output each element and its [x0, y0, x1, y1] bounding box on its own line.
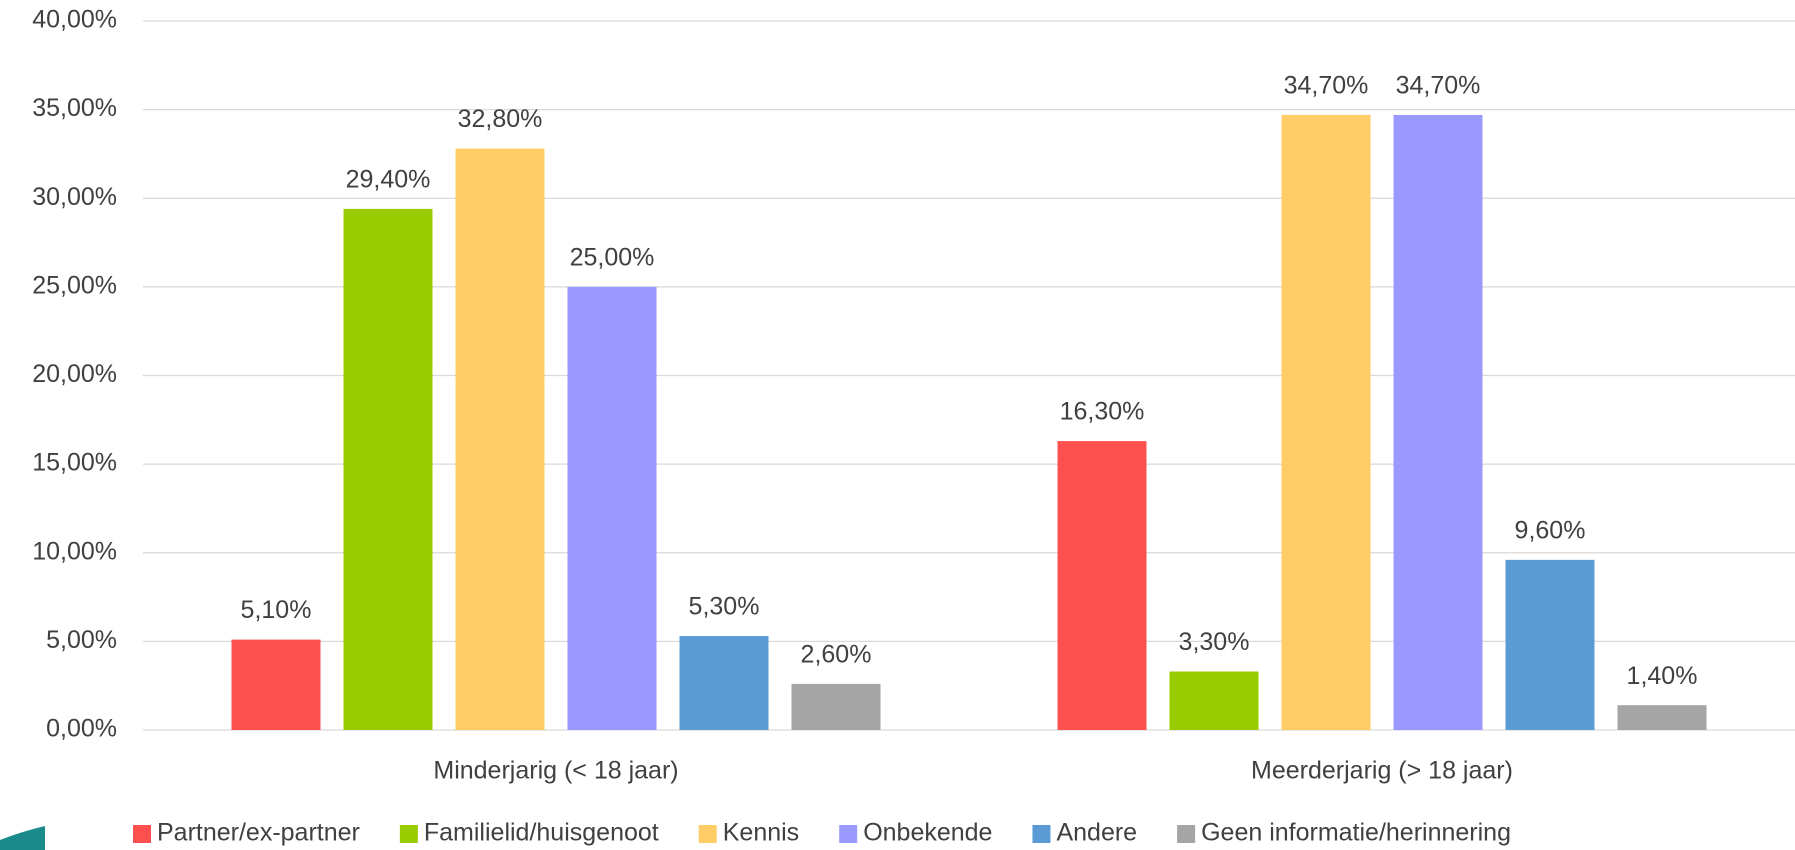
bar	[343, 208, 433, 730]
y-tick-label: 15,00%	[32, 449, 117, 477]
bar	[567, 286, 657, 730]
legend-swatch	[399, 825, 418, 843]
data-label: 32,80%	[458, 105, 543, 133]
bar	[1505, 559, 1595, 730]
legend-swatch	[1032, 825, 1051, 843]
bar	[1281, 114, 1371, 730]
bar	[1617, 705, 1707, 730]
bar	[791, 683, 881, 730]
bar	[455, 148, 545, 730]
x-tick-label: Minderjarig (< 18 jaar)	[433, 757, 678, 785]
data-label: 3,30%	[1179, 628, 1250, 656]
bar	[1169, 671, 1259, 730]
y-tick-label: 0,00%	[46, 715, 117, 743]
bar	[1393, 114, 1483, 730]
bar	[1057, 441, 1147, 730]
legend-swatch	[698, 825, 717, 843]
y-tick-label: 25,00%	[32, 271, 117, 299]
data-label: 2,60%	[801, 641, 872, 669]
y-tick-label: 40,00%	[32, 6, 117, 34]
legend-label: Geen informatie/herinnering	[1201, 819, 1511, 847]
data-label: 29,40%	[346, 165, 431, 193]
bar	[231, 639, 321, 730]
legend-swatch	[133, 825, 151, 843]
legend-label: Andere	[1056, 819, 1137, 847]
legend-swatch	[839, 825, 858, 843]
data-label: 25,00%	[570, 243, 655, 271]
y-tick-label: 10,00%	[32, 537, 117, 565]
data-label: 5,10%	[241, 596, 312, 624]
data-label: 9,60%	[1515, 516, 1586, 544]
corner-decoration	[0, 826, 45, 850]
data-label: 1,40%	[1627, 662, 1698, 690]
legend-label: Familielid/huisgenoot	[424, 819, 659, 847]
data-label: 5,30%	[689, 593, 760, 621]
bar	[679, 636, 769, 730]
legend-label: Onbekende	[863, 819, 992, 847]
legend-label: Kennis	[723, 819, 799, 847]
legend-swatch	[1177, 825, 1196, 843]
data-label: 16,30%	[1060, 398, 1145, 426]
y-tick-label: 35,00%	[32, 94, 117, 122]
legend-label: Partner/ex-partner	[157, 819, 360, 847]
data-label: 34,70%	[1396, 72, 1481, 100]
data-label: 34,70%	[1284, 72, 1369, 100]
x-tick-label: Meerderjarig (> 18 jaar)	[1251, 757, 1513, 785]
y-tick-label: 5,00%	[46, 626, 117, 654]
y-tick-label: 20,00%	[32, 360, 117, 388]
y-tick-label: 30,00%	[32, 183, 117, 211]
